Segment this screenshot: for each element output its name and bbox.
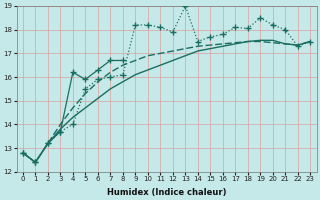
X-axis label: Humidex (Indice chaleur): Humidex (Indice chaleur) xyxy=(107,188,226,197)
